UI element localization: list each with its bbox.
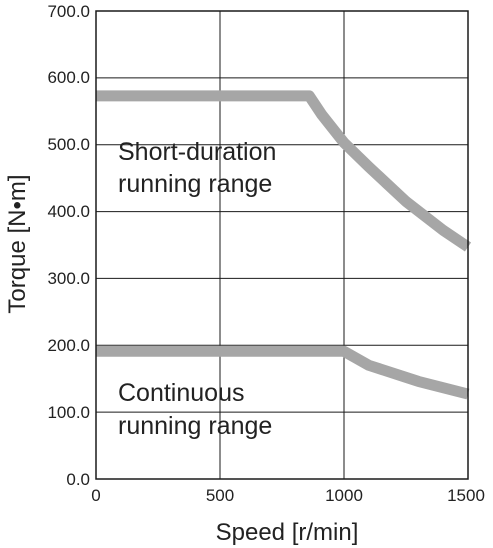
annotation-continuous-line2: running range	[118, 412, 272, 440]
grid-lines	[96, 11, 468, 479]
y-tick-label: 500.0	[47, 135, 90, 154]
annotation-short-duration-line2: running range	[118, 170, 272, 198]
x-axis-title: Speed [r/min]	[216, 519, 359, 546]
annotation-continuous-line1: Continuous	[118, 379, 244, 407]
continuous-torque-curve	[96, 345, 470, 400]
x-tick-label: 1500	[447, 486, 485, 505]
plot-background	[96, 11, 468, 479]
y-tick-label: 600.0	[47, 68, 90, 87]
y-tick-label: 0.0	[66, 470, 90, 489]
annotation-short-duration-line1: Short-duration	[118, 138, 276, 166]
y-tick-label: 700.0	[47, 2, 90, 21]
y-tick-label: 100.0	[47, 403, 90, 422]
x-tick-label: 1000	[325, 486, 363, 505]
y-axis-title: Torque [N•m]	[4, 174, 31, 313]
x-tick-label: 0	[91, 486, 100, 505]
x-tick-label: 500	[206, 486, 234, 505]
y-tick-labels: 0.0 100.0 200.0 300.0 400.0 500.0 600.0 …	[47, 2, 90, 489]
y-tick-label: 300.0	[47, 269, 90, 288]
series-layer	[96, 90, 472, 400]
y-tick-label: 400.0	[47, 202, 90, 221]
x-tick-labels: 0 500 1000 1500	[91, 486, 485, 505]
y-tick-label: 200.0	[47, 336, 90, 355]
short-duration-torque-curve	[96, 90, 472, 252]
plot-frame	[95, 10, 469, 480]
